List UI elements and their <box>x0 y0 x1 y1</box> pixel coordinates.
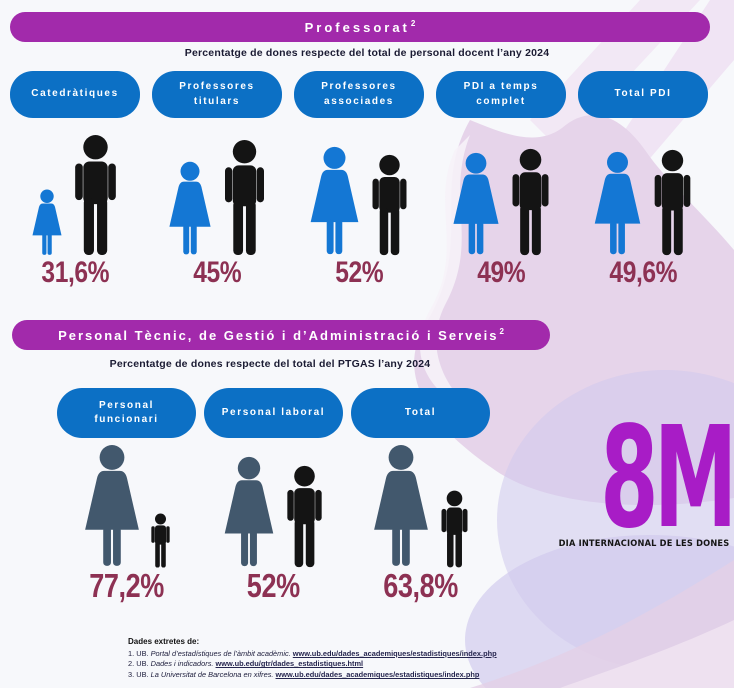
pictogram-icons <box>307 146 411 256</box>
reference-number: 1. <box>128 648 135 658</box>
pictogram-icons <box>370 444 471 568</box>
percent-box: 49,6% <box>602 256 685 294</box>
man-icon <box>151 513 170 568</box>
section2-footnote-marker: 2 <box>499 326 504 336</box>
percent-label: 52% <box>247 567 300 604</box>
man-icon <box>224 139 264 256</box>
woman-icon <box>224 456 274 567</box>
woman-icon <box>374 445 428 566</box>
percent-label: 77,2% <box>89 567 164 604</box>
percent-box: 31,6% <box>34 256 117 294</box>
footer-references: Dades extretes de: 1. UB. Portal d’estad… <box>128 636 668 681</box>
woman-icon <box>31 189 62 255</box>
reference-link[interactable]: www.ub.edu/dades_academiques/estadistiqu… <box>292 648 497 658</box>
percent-box: 45% <box>188 256 247 294</box>
woman-icon <box>85 445 139 566</box>
category-pill: Personal funcionari <box>57 388 196 438</box>
pictogram-icons <box>221 456 326 568</box>
pictogram-pair: 52% <box>294 122 424 294</box>
section1-title: Professorat <box>304 19 410 35</box>
reference-title: Dades i indicadors. <box>150 659 214 669</box>
pictogram-pair: 77,2% <box>57 441 196 611</box>
man-icon <box>512 148 548 256</box>
8m-logo: 8M <box>600 397 734 560</box>
pictogram-icons <box>591 149 695 256</box>
pictogram-icons <box>81 444 172 568</box>
man-icon <box>287 465 322 568</box>
reference-number: 3. <box>128 670 135 680</box>
category-pill: Professores associades <box>294 71 424 118</box>
percent-box: 49% <box>472 256 531 294</box>
pictogram-icons <box>450 148 553 256</box>
section2-category-pills: Personal funcionari Personal laboral Total <box>57 388 490 438</box>
man-icon <box>74 135 116 255</box>
woman-icon <box>310 146 359 255</box>
percent-box: 63,8% <box>375 567 466 611</box>
reference-link[interactable]: www.ub.edu/gtr/dades_estadistiques.html <box>215 659 364 669</box>
reference-item: 1. UB. Portal d’estadístiques de l’àmbit… <box>128 649 668 660</box>
pictogram-pair: 63,8% <box>351 441 490 611</box>
pictogram-pair: 52% <box>204 441 343 611</box>
section2-subtitle: Percentatge de dones respecte del total … <box>109 358 431 370</box>
pictogram-pair: 45% <box>152 122 282 294</box>
woman-icon <box>452 152 499 255</box>
category-pill: Total <box>351 388 490 438</box>
reference-item: 3. UB. La Universitat de Barcelona en xi… <box>128 670 668 681</box>
reference-org: UB. <box>136 670 149 680</box>
category-pill: Professores titulars <box>152 71 282 118</box>
woman-icon <box>594 151 641 255</box>
category-pill: Personal laboral <box>204 388 343 438</box>
percent-label: 45% <box>192 256 241 289</box>
percent-box: 52% <box>330 256 389 294</box>
category-pill: Catedràtiques <box>10 71 140 118</box>
8m-tagline: DIA INTERNACIONAL DE LES DONES <box>558 539 730 550</box>
percent-label: 52% <box>334 256 383 289</box>
section1-pictograms: 31,6% 45% 52% <box>10 122 708 294</box>
man-icon <box>441 490 468 568</box>
pictogram-pair: 49% <box>436 122 566 294</box>
percent-label: 49% <box>476 256 525 289</box>
section1-category-pills: Catedràtiques Professores titulars Profess… <box>10 71 708 118</box>
reference-title: Portal d’estadístiques de l’àmbit acadèm… <box>150 648 291 658</box>
pictogram-pair: 31,6% <box>10 122 140 294</box>
section1-header: Professorat 2 <box>10 12 710 42</box>
reference-org: UB. <box>136 648 149 658</box>
reference-org: UB. <box>136 659 149 669</box>
footer-heading: Dades extretes de: <box>128 637 200 646</box>
section2-pictograms: 77,2% 52% 63,8% <box>57 441 490 611</box>
pictogram-pair: 49,6% <box>578 122 708 294</box>
reference-link[interactable]: www.ub.edu/dades_academiques/estadistiqu… <box>275 670 480 680</box>
category-pill: Total PDI <box>578 71 708 118</box>
man-icon <box>372 154 407 256</box>
reference-number: 2. <box>128 659 135 669</box>
section1-subtitle: Percentatge de dones respecte del total … <box>184 47 550 59</box>
pictogram-icons <box>166 139 269 256</box>
percent-box: 52% <box>241 567 306 611</box>
percent-label: 63,8% <box>383 567 458 604</box>
pictogram-icons <box>30 134 121 256</box>
percent-label: 49,6% <box>609 256 677 289</box>
category-pill: PDI a temps complet <box>436 71 566 118</box>
section2-title: Personal Tècnic, de Gestió i d’Administr… <box>58 327 499 343</box>
percent-label: 31,6% <box>41 256 109 289</box>
8m-badge: 8M DIA INTERNACIONAL DE LES DONES <box>556 408 734 551</box>
woman-icon <box>168 161 211 255</box>
reference-item: 2. UB. Dades i indicadors. www.ub.edu/gt… <box>128 659 668 670</box>
man-icon <box>654 149 691 256</box>
percent-box: 77,2% <box>81 567 172 611</box>
reference-title: La Universitat de Barcelona en xifres. <box>150 670 274 680</box>
section2-header: Personal Tècnic, de Gestió i d’Administr… <box>12 320 550 350</box>
section1-footnote-marker: 2 <box>410 18 416 28</box>
